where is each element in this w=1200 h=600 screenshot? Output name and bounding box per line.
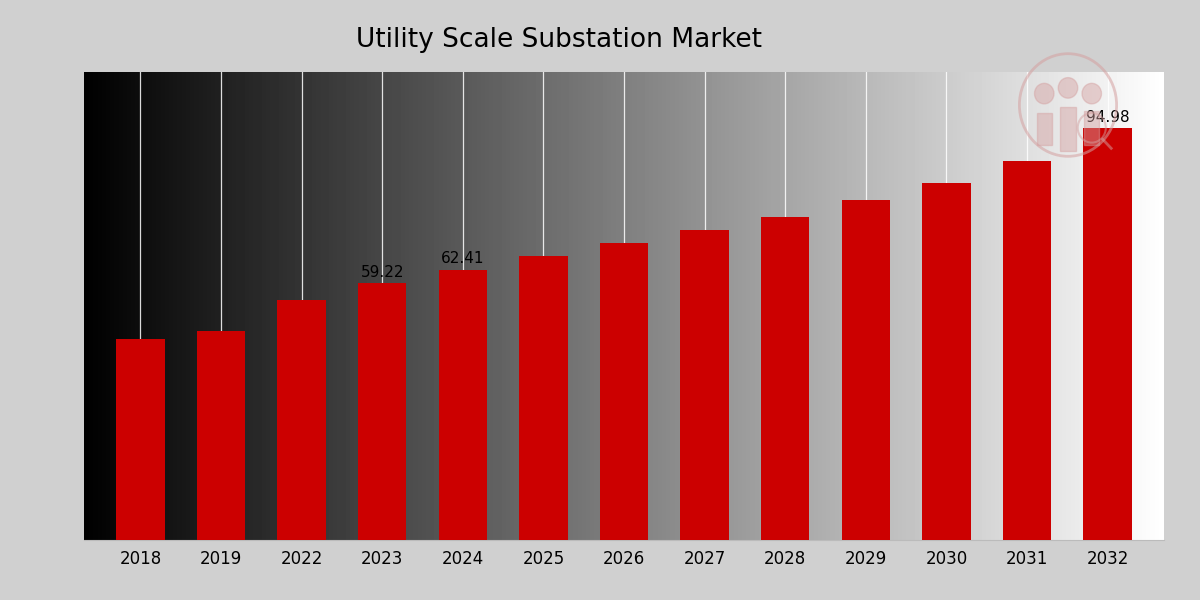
Bar — [1061, 107, 1075, 151]
Text: 62.41: 62.41 — [442, 251, 485, 266]
Bar — [1084, 128, 1132, 540]
Bar — [439, 269, 487, 540]
Bar — [116, 338, 164, 540]
Title: Utility Scale Substation Market: Utility Scale Substation Market — [356, 27, 762, 53]
Bar — [1085, 110, 1099, 145]
Bar — [680, 230, 728, 540]
Text: 94.98: 94.98 — [1086, 110, 1129, 125]
Bar — [1037, 113, 1051, 145]
Bar — [520, 256, 568, 540]
Circle shape — [1082, 83, 1102, 104]
Bar — [600, 243, 648, 540]
Bar — [841, 200, 890, 540]
Circle shape — [1058, 77, 1078, 98]
Bar — [358, 283, 407, 540]
Bar — [277, 299, 325, 540]
Text: 59.22: 59.22 — [360, 265, 404, 280]
Bar — [761, 217, 809, 540]
Bar — [197, 331, 245, 540]
Bar — [923, 182, 971, 540]
Bar — [1003, 161, 1051, 540]
Circle shape — [1034, 83, 1054, 104]
